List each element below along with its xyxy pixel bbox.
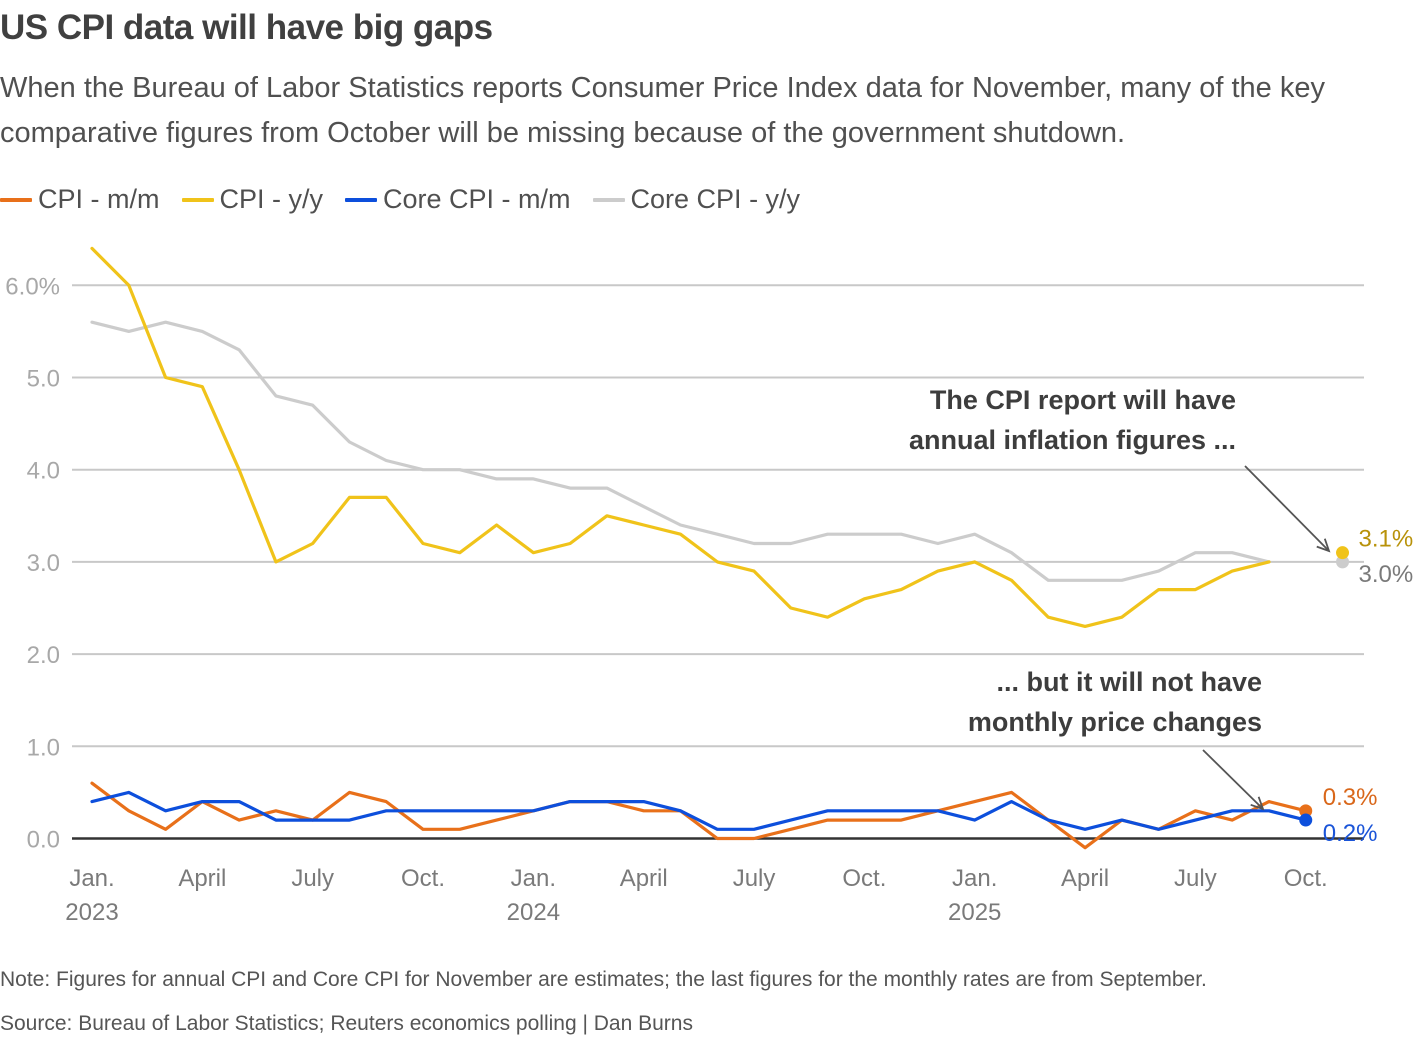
legend-item-cpi-mm: CPI - m/m <box>0 184 160 215</box>
end-label-core-mm: 0.2% <box>1323 820 1378 847</box>
x-tick-label: Oct. <box>401 865 445 892</box>
x-tick-year-label: 2023 <box>65 899 118 926</box>
x-tick-year-label: 2024 <box>507 899 560 926</box>
series-line-core-mm <box>90 790 1308 831</box>
annotation-text-monthly: ... but it will not have <box>996 667 1262 697</box>
series-lines <box>90 246 1308 850</box>
x-tick-year-label: 2025 <box>948 899 1001 926</box>
chart-title: US CPI data will have big gaps <box>0 8 493 47</box>
legend-swatch-core-yy <box>592 197 625 202</box>
y-tick-label: 1.0 <box>27 734 60 761</box>
y-axis-ticks: 0.0 1.0 2.0 3.0 4.0 5.0 6.0% <box>5 273 60 853</box>
x-axis-ticks: Jan. 2023 April July Oct. Jan. 2024 April July Oc… <box>65 865 1327 926</box>
annotation-arrow-annual-head <box>1316 538 1331 553</box>
legend-label: CPI - y/y <box>219 184 324 214</box>
y-tick-label: 5.0 <box>27 366 60 393</box>
end-label-cpi-yy: 3.1% <box>1359 526 1414 553</box>
end-point-core-yy <box>1336 555 1350 569</box>
x-tick-label: Jan. <box>952 865 997 892</box>
x-tick-label: Oct. <box>842 865 886 892</box>
legend-label: CPI - m/m <box>38 184 160 214</box>
annotation-text-annual: The CPI report will have <box>930 385 1236 415</box>
annotation-text-monthly: monthly price changes <box>968 707 1262 737</box>
end-label-cpi-mm: 0.3% <box>1323 784 1378 811</box>
legend-item-core-mm: Core CPI - m/m <box>345 184 571 215</box>
x-tick-label: April <box>178 865 226 892</box>
annotation-arrow-monthly-head <box>1250 796 1265 811</box>
annotations: The CPI report will have annual inflation… <box>909 385 1331 811</box>
x-tick-label: July <box>291 865 334 892</box>
x-tick-label: Oct. <box>1284 865 1328 892</box>
footnote: Note: Figures for annual CPI and Core CP… <box>0 968 1207 991</box>
y-tick-label: 0.0 <box>27 827 60 854</box>
y-tick-label: 6.0% <box>5 273 60 300</box>
source-line: Source: Bureau of Labor Statistics; Reut… <box>0 1012 693 1035</box>
end-label-core-yy: 3.0% <box>1359 561 1414 588</box>
x-tick-label: April <box>620 865 668 892</box>
series-line-core-yy <box>90 320 1271 582</box>
legend-item-core-yy: Core CPI - y/y <box>592 184 801 215</box>
legend-swatch-cpi-yy <box>181 197 214 202</box>
legend-swatch-core-mm <box>345 197 378 202</box>
y-tick-label: 2.0 <box>27 642 60 669</box>
end-point-core-mm <box>1299 813 1313 827</box>
x-tick-label: July <box>733 865 776 892</box>
x-tick-label: July <box>1174 865 1217 892</box>
x-tick-label: April <box>1061 865 1109 892</box>
x-tick-label: Jan. <box>511 865 556 892</box>
legend: CPI - m/m CPI - y/y Core CPI - m/m Core … <box>0 184 822 215</box>
end-labels: 3.1% 3.0% 0.3% 0.2% <box>1299 526 1413 847</box>
annotation-arrow-monthly <box>1202 749 1264 810</box>
end-point-cpi-yy <box>1336 546 1350 560</box>
legend-label: Core CPI - y/y <box>630 184 801 214</box>
legend-label: Core CPI - m/m <box>383 184 571 214</box>
y-tick-label: 3.0 <box>27 550 60 577</box>
chart-subtitle: When the Bureau of Labor Statistics repo… <box>0 72 1325 149</box>
series-line-cpi-mm <box>90 781 1308 850</box>
annotation-text-annual: annual inflation figures ... <box>909 425 1236 455</box>
y-tick-label: 4.0 <box>27 458 60 485</box>
legend-item-cpi-yy: CPI - y/y <box>181 184 324 215</box>
series-line-cpi-yy <box>90 246 1271 629</box>
x-tick-label: Jan. <box>69 865 114 892</box>
annotation-arrow-annual <box>1244 465 1330 552</box>
end-point-cpi-mm <box>1299 804 1313 818</box>
legend-swatch-cpi-mm <box>0 197 32 202</box>
